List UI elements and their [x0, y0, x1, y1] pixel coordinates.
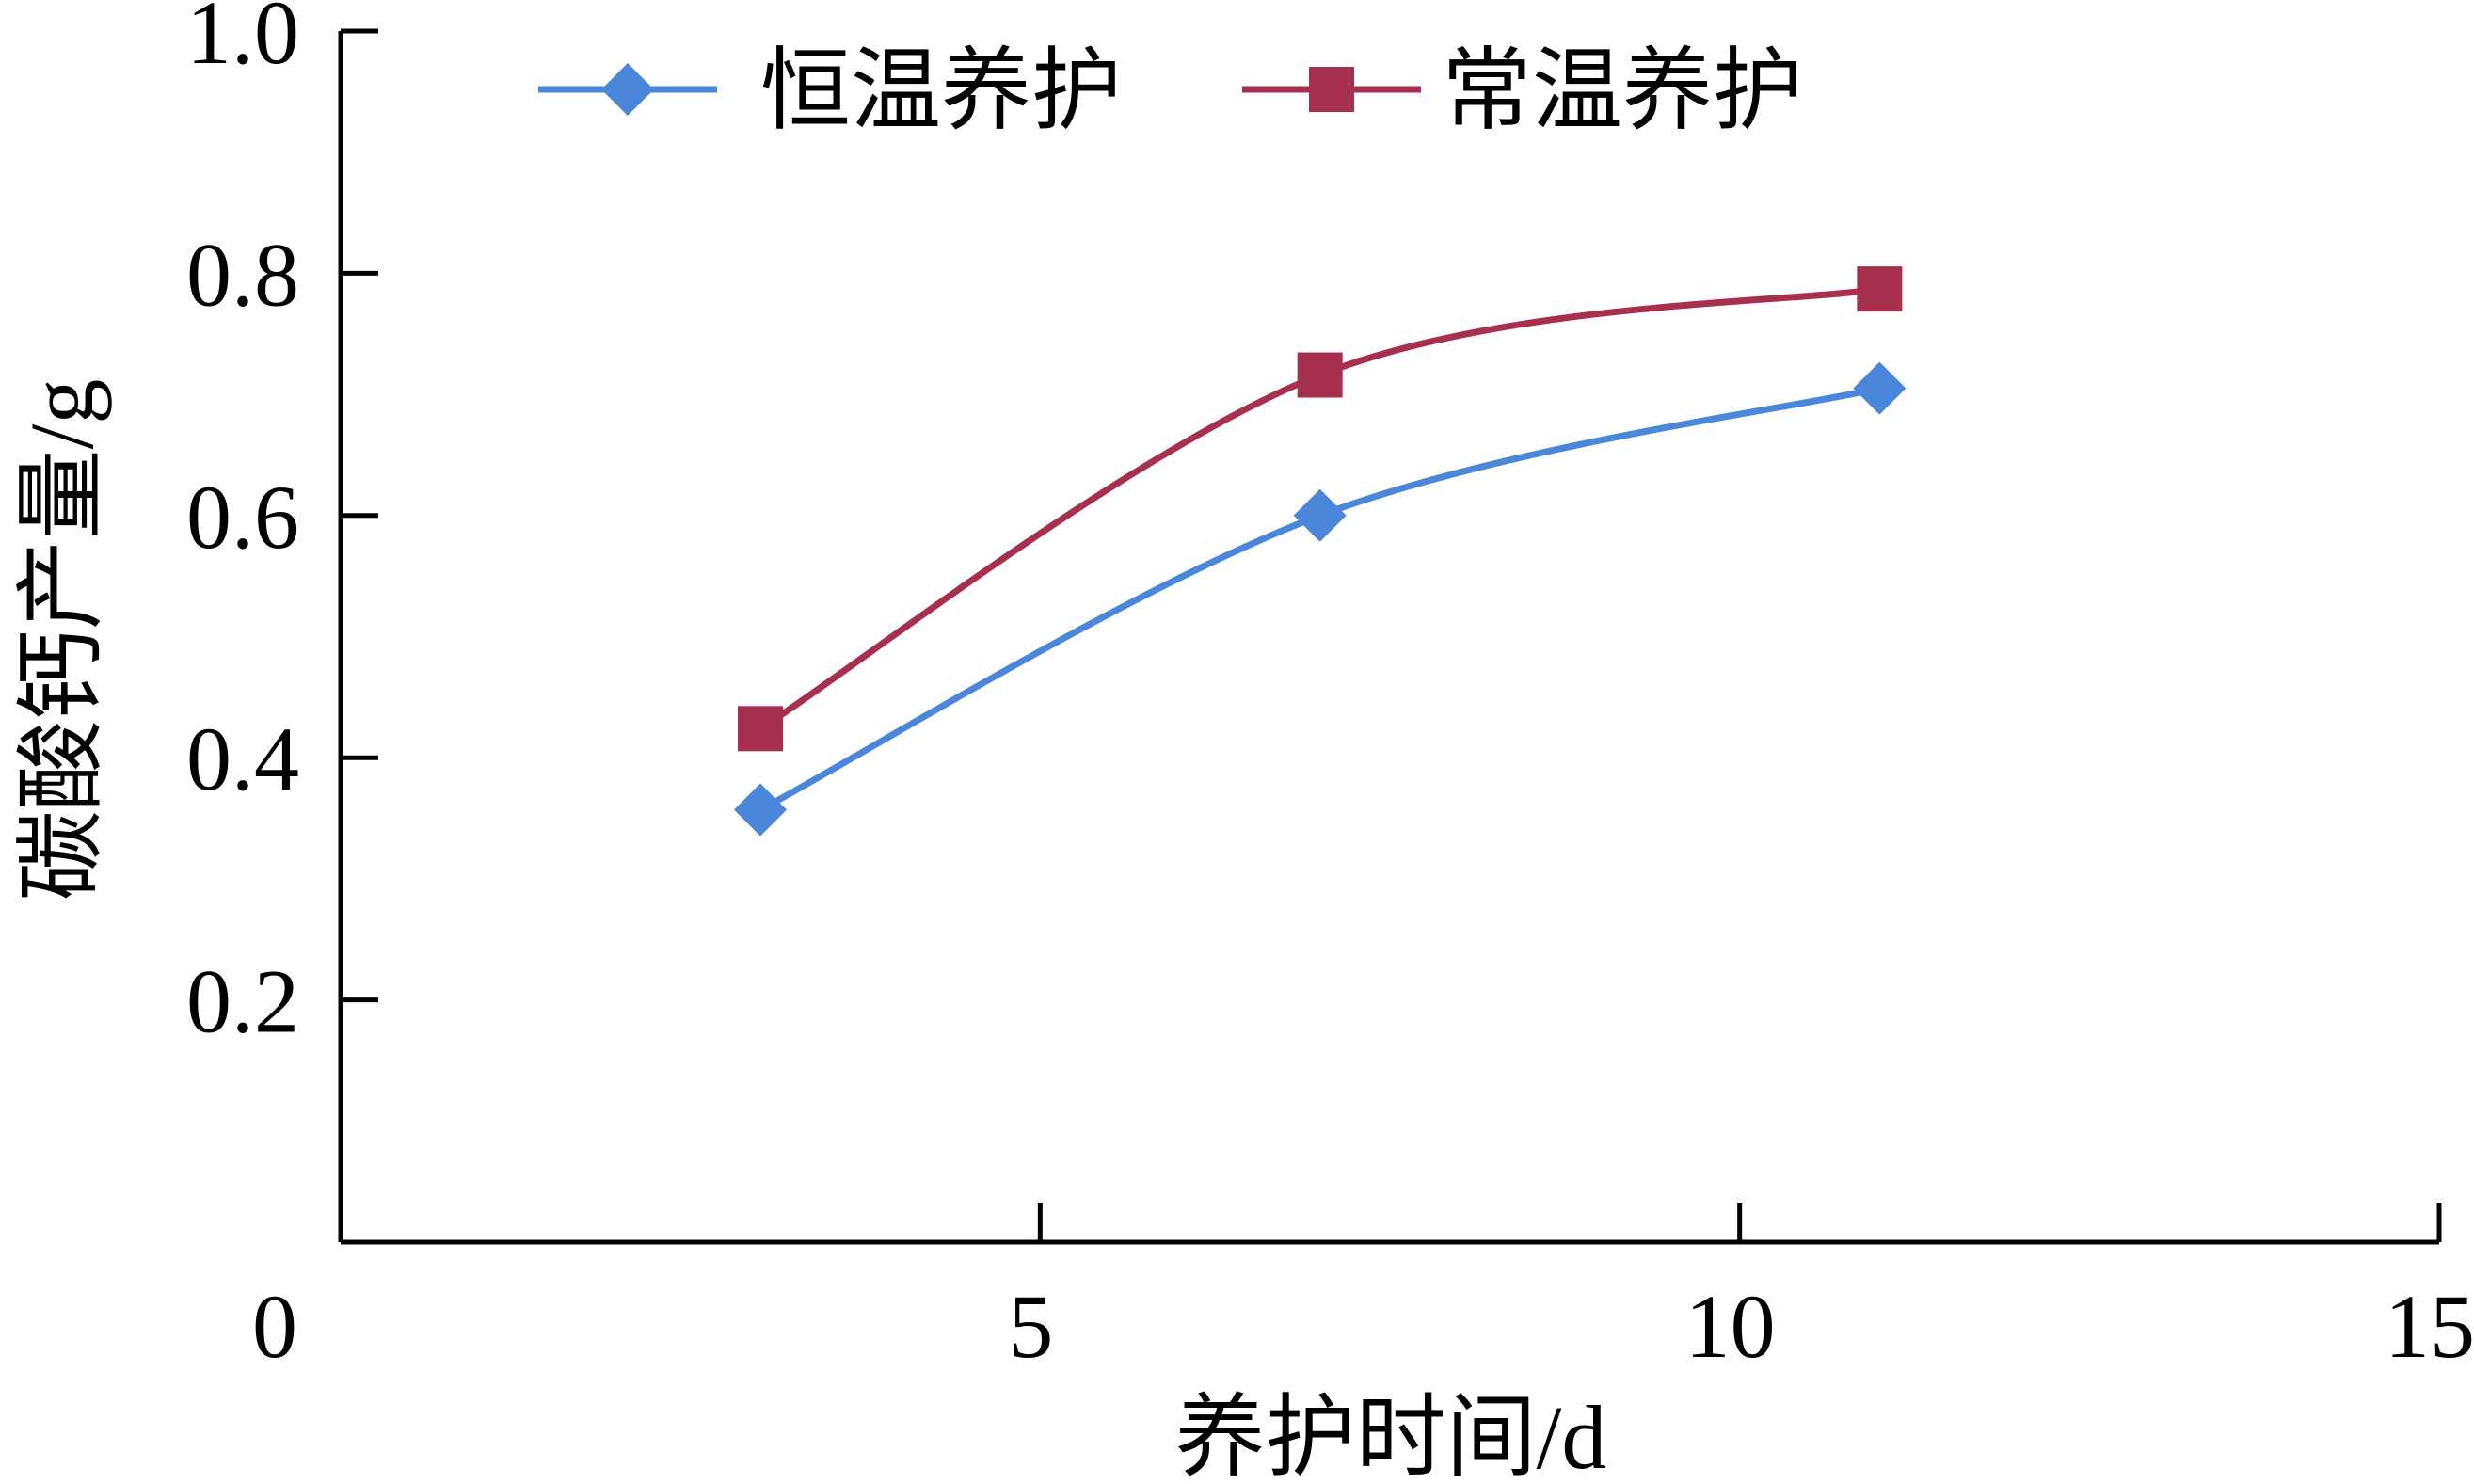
legend-label: 恒温养护: [760, 40, 1122, 141]
x-tick-label: 10: [1685, 1276, 1776, 1377]
legend-item: 恒温养护: [538, 40, 1122, 141]
x-tick-label: 15: [2385, 1276, 2474, 1377]
y-tick-label: 0.8: [186, 224, 299, 325]
series-line: [758, 385, 1881, 813]
y-tick-label: 0.6: [186, 467, 299, 567]
y-tick-label: 0.2: [186, 951, 299, 1052]
data-point: [1297, 352, 1343, 398]
legend: 恒温养护 常温养护: [538, 40, 1803, 141]
x-ticks: 0 5 10 15: [252, 1203, 2474, 1377]
series-group: [734, 266, 1907, 837]
legend-marker: [601, 63, 654, 116]
data-point: [734, 783, 787, 837]
x-tick-label: 0: [252, 1276, 297, 1377]
y-tick-label: 1.0: [186, 0, 299, 83]
legend-item: 常温养护: [1242, 40, 1803, 141]
data-point: [1293, 488, 1347, 542]
series-1: [734, 361, 1907, 837]
axes: [338, 31, 2439, 1245]
y-ticks: 0.2 0.4 0.6 0.8 1.0: [186, 0, 378, 1052]
legend-label: 常温养护: [1442, 40, 1803, 141]
y-axis-title: 碳酸钙产量/g: [11, 379, 112, 902]
legend-marker: [1309, 67, 1354, 112]
y-tick-label: 0.4: [186, 709, 299, 809]
x-axis-title: 养护时间/d: [1175, 1387, 1607, 1484]
data-point: [1857, 266, 1903, 312]
series-2: [738, 266, 1903, 752]
data-point: [1853, 361, 1907, 415]
data-point: [738, 706, 783, 752]
x-tick-label: 5: [1008, 1276, 1053, 1377]
